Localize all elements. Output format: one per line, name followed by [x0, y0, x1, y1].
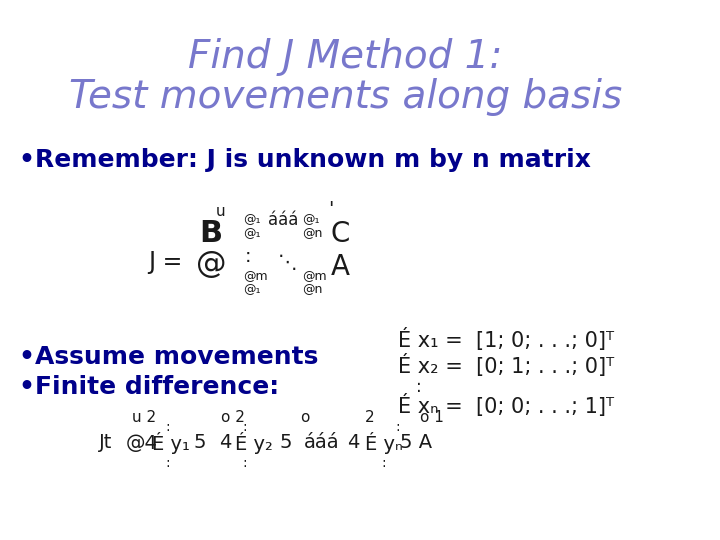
Text: A: A	[331, 253, 350, 281]
Text: o 1: o 1	[420, 409, 444, 424]
Text: Find J Method 1:: Find J Method 1:	[188, 38, 503, 76]
Text: •Finite difference:: •Finite difference:	[19, 375, 279, 399]
Text: É x₁ =  [1; 0; . . .; 0]ᵀ: É x₁ = [1; 0; . . .; 0]ᵀ	[398, 328, 614, 352]
Text: @: @	[196, 249, 226, 279]
Text: 4: 4	[219, 434, 232, 453]
Text: É xₙ =  [0; 0; . . .; 1]ᵀ: É xₙ = [0; 0; . . .; 1]ᵀ	[398, 394, 614, 416]
Text: :: :	[243, 456, 247, 470]
Text: C: C	[330, 220, 350, 248]
Text: 5: 5	[193, 434, 206, 453]
Text: :: :	[396, 420, 400, 434]
Text: ááá: ááá	[304, 434, 339, 453]
Text: @₁: @₁	[243, 284, 260, 296]
Text: ': '	[328, 200, 333, 219]
Text: Jt: Jt	[99, 434, 112, 453]
Text: :: :	[245, 247, 251, 267]
Text: @4: @4	[126, 434, 158, 453]
Text: B: B	[199, 219, 222, 248]
Text: 5: 5	[279, 434, 292, 453]
Text: :: :	[166, 456, 170, 470]
Text: @m: @m	[243, 271, 267, 284]
Text: Test movements along basis: Test movements along basis	[68, 78, 622, 116]
Text: ááá: ááá	[268, 211, 298, 229]
Text: 5 A: 5 A	[400, 434, 432, 453]
Text: @n: @n	[302, 284, 323, 296]
Text: 2: 2	[364, 409, 374, 424]
Text: :: :	[382, 456, 386, 470]
Text: @₁: @₁	[243, 213, 260, 226]
Text: É y₂: É y₂	[235, 432, 273, 454]
Text: @m: @m	[302, 271, 327, 284]
Text: @n: @n	[302, 227, 323, 240]
Text: @₁: @₁	[302, 213, 320, 226]
Text: É y₁: É y₁	[152, 432, 189, 454]
Text: J =: J =	[148, 250, 191, 274]
Text: É yₙ: É yₙ	[365, 432, 402, 454]
Text: :: :	[416, 378, 422, 396]
Text: o 2: o 2	[221, 409, 245, 424]
Text: o: o	[300, 409, 310, 424]
Text: :: :	[166, 420, 170, 434]
Text: u 2: u 2	[132, 409, 156, 424]
Text: 4: 4	[347, 434, 359, 453]
Text: É x₂ =  [0; 1; . . .; 0]ᵀ: É x₂ = [0; 1; . . .; 0]ᵀ	[398, 354, 614, 376]
Text: ⋱: ⋱	[278, 253, 297, 272]
Text: @₁: @₁	[243, 227, 260, 240]
Text: u: u	[216, 205, 225, 219]
Text: •Remember: J is unknown m by n matrix: •Remember: J is unknown m by n matrix	[19, 148, 591, 172]
Text: •Assume movements: •Assume movements	[19, 345, 318, 369]
Text: :: :	[243, 420, 247, 434]
